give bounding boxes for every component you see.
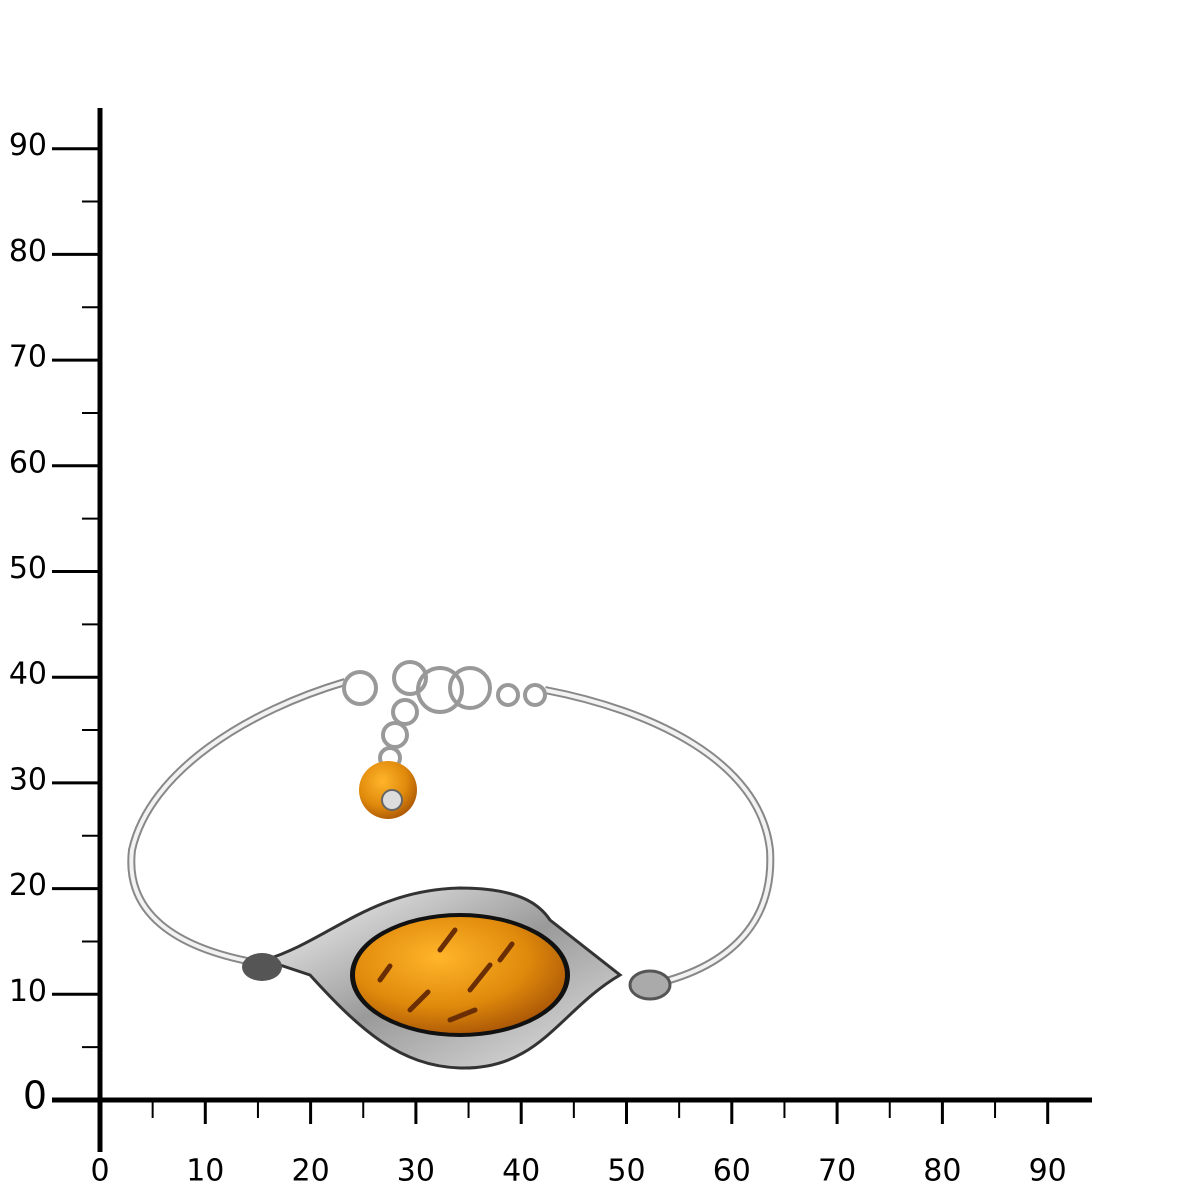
x-tick-label: 70 — [818, 1154, 856, 1189]
inclusions — [377, 927, 515, 1023]
y-tick-label: 70 — [9, 340, 47, 375]
x-tick-label: 10 — [186, 1154, 224, 1189]
x-tick-label: 60 — [713, 1154, 751, 1189]
band-left-shine — [129, 680, 346, 967]
y-tick-label: 30 — [9, 762, 47, 797]
x-tick-label: 90 — [1029, 1154, 1067, 1189]
y-tick-label: 40 — [9, 657, 47, 692]
y-tick-label: 90 — [9, 128, 47, 163]
y-tick-label: 60 — [9, 445, 47, 480]
y-tick-label: 0 — [23, 1074, 47, 1118]
charm-cap — [381, 789, 403, 811]
left-knot — [242, 953, 282, 981]
y-tick-label: 80 — [9, 234, 47, 269]
y-tick-label: 50 — [9, 551, 47, 586]
x-tick-label: 20 — [292, 1154, 330, 1189]
y-tick-label: 20 — [9, 868, 47, 903]
right-knot — [628, 969, 672, 1001]
clasp-chain — [342, 660, 547, 770]
x-tick-label: 40 — [502, 1154, 540, 1189]
x-tick-label: 0 — [90, 1154, 109, 1189]
bracelet — [127, 660, 775, 1070]
x-tick-label: 80 — [923, 1154, 961, 1189]
x-tick-label: 50 — [607, 1154, 645, 1189]
band-right-shine — [544, 688, 773, 987]
y-tick-label: 10 — [9, 974, 47, 1009]
x-tick-label: 30 — [397, 1154, 435, 1189]
